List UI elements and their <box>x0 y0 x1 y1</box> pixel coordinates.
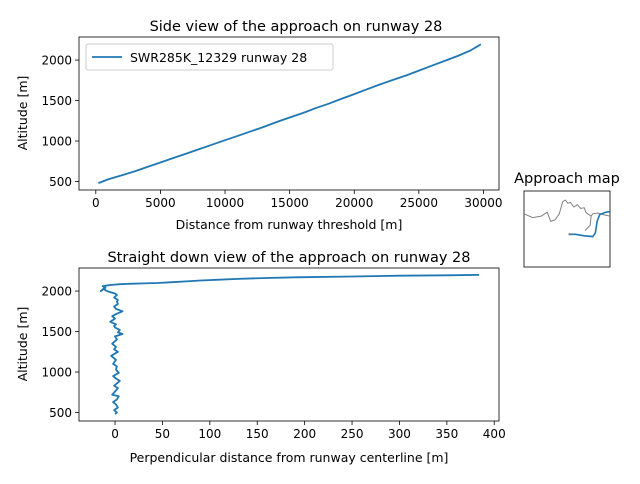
side-view-title: Side view of the approach on runway 28 <box>150 19 443 35</box>
y-tick-label: 1000 <box>41 135 72 149</box>
y-tick-label: 500 <box>49 406 72 420</box>
map-road-line <box>584 216 592 231</box>
x-tick-label: 350 <box>435 427 458 441</box>
approach-map-inset: Approach map <box>514 171 620 268</box>
side-view-ylabel: Altitude [m] <box>15 76 30 151</box>
x-tick-label: 100 <box>198 427 221 441</box>
approach-map-track <box>568 210 611 238</box>
side-view-xlabel: Distance from runway threshold [m] <box>176 217 403 232</box>
map-threshold-marker <box>568 233 571 236</box>
y-tick-label: 1500 <box>41 325 72 339</box>
side-view-chart: Side view of the approach on runway 28 0… <box>15 19 503 232</box>
top-down-x-ticks: 0 50 100 150 200 250 300 350 400 <box>111 421 506 441</box>
x-tick-label: 150 <box>246 427 269 441</box>
x-tick-label: 30000 <box>464 196 502 210</box>
x-tick-label: 300 <box>388 427 411 441</box>
x-tick-label: 10000 <box>206 196 244 210</box>
side-view-y-ticks: 500 1000 1500 2000 <box>41 54 79 189</box>
top-down-xlabel: Perpendicular distance from runway cente… <box>130 450 449 465</box>
map-approach-track <box>569 210 611 238</box>
side-view-axes-frame <box>78 36 500 191</box>
x-tick-label: 200 <box>293 427 316 441</box>
y-tick-label: 2000 <box>41 54 72 68</box>
top-down-y-ticks: 500 1000 1500 2000 <box>41 285 79 420</box>
top-down-plot-area: 0 50 100 150 200 250 300 350 400 500 1000 1500 2000 <box>41 267 506 441</box>
y-tick-label: 2000 <box>41 285 72 299</box>
x-tick-label: 50 <box>155 427 170 441</box>
x-tick-label: 20000 <box>335 196 373 210</box>
x-tick-label: 400 <box>483 427 506 441</box>
top-down-chart: Straight down view of the approach on ru… <box>15 250 506 465</box>
top-down-ylabel: Altitude [m] <box>15 307 30 382</box>
series-line <box>99 274 480 415</box>
x-tick-label: 15000 <box>271 196 309 210</box>
x-tick-label: 25000 <box>400 196 438 210</box>
y-tick-label: 1500 <box>41 94 72 108</box>
side-view-plot-area: 0 5000 10000 15000 20000 25000 30000 500 1000 15… <box>41 36 503 210</box>
side-view-x-ticks: 0 5000 10000 15000 20000 25000 30000 <box>92 190 503 210</box>
series-line <box>98 43 482 184</box>
y-tick-label: 500 <box>49 175 72 189</box>
side-view-legend: SWR285K_12329 runway 28 <box>85 43 334 71</box>
side-view-series <box>98 43 482 184</box>
x-tick-label: 250 <box>341 427 364 441</box>
top-down-axes-frame <box>78 267 500 422</box>
approach-map-title: Approach map <box>514 171 620 187</box>
x-tick-label: 0 <box>111 427 119 441</box>
top-down-title: Straight down view of the approach on ru… <box>107 250 470 266</box>
legend-box <box>85 43 334 71</box>
y-tick-label: 1000 <box>41 366 72 380</box>
legend-label: SWR285K_12329 runway 28 <box>130 50 307 65</box>
x-tick-label: 5000 <box>145 196 176 210</box>
map-road-line <box>523 199 611 223</box>
approach-map-roads <box>523 199 611 231</box>
x-tick-label: 0 <box>92 196 100 210</box>
top-down-series <box>99 274 480 415</box>
